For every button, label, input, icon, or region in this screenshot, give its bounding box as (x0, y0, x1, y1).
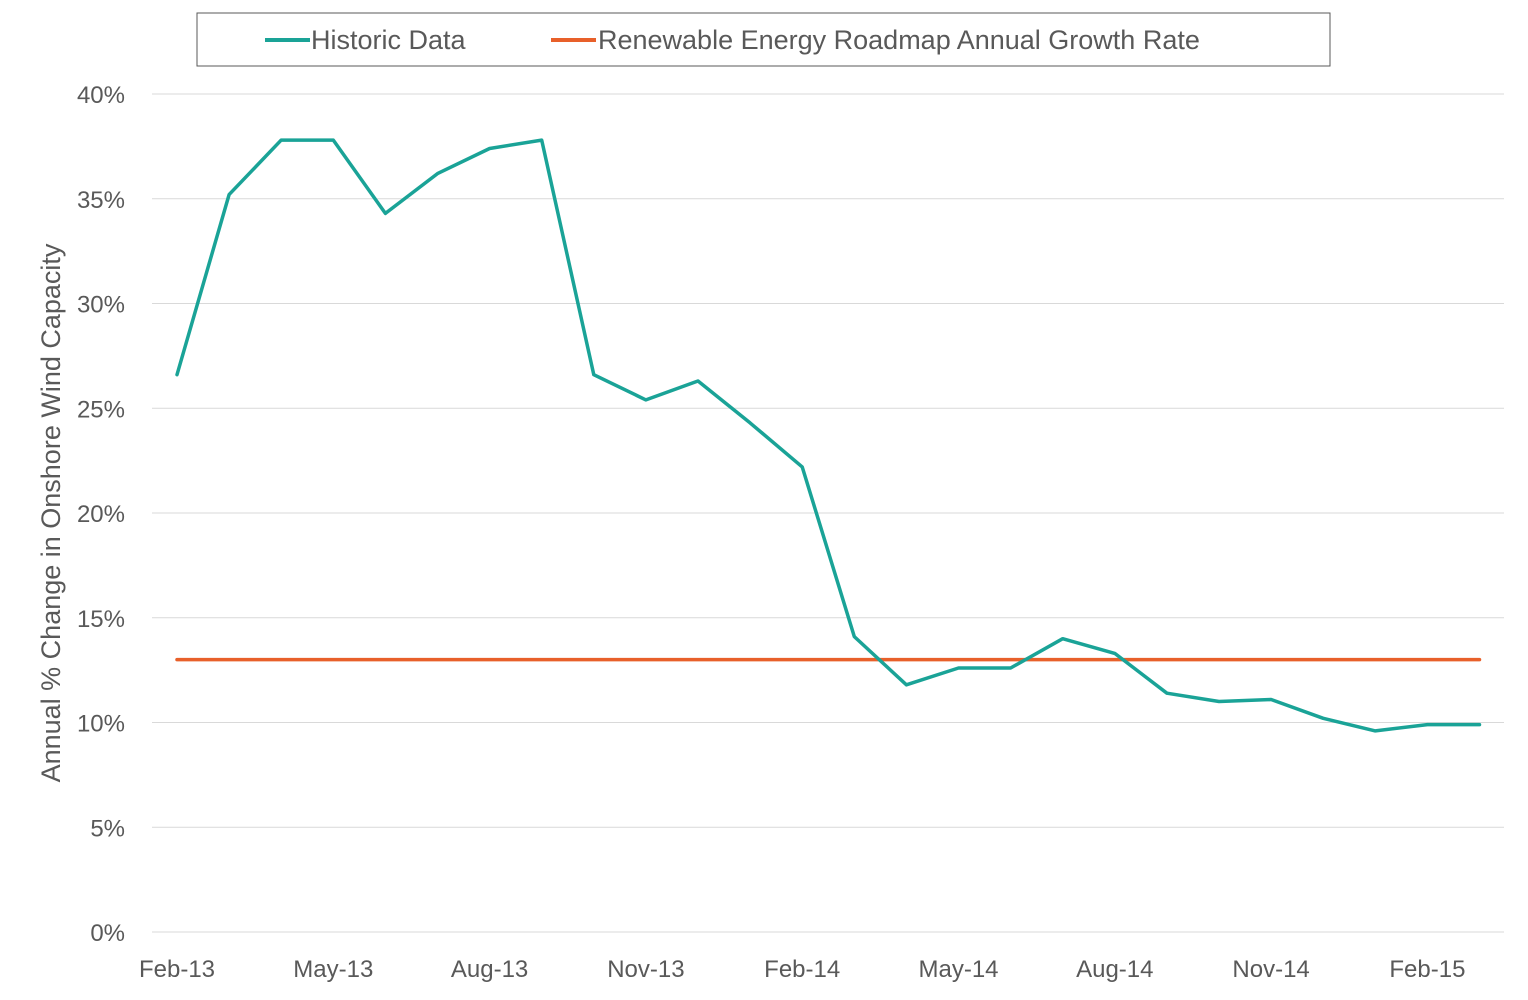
x-tick-label: Feb-14 (764, 956, 840, 983)
y-tick-label: 25% (77, 396, 125, 423)
series-line-historic-data (175, 138, 1482, 733)
x-tick-label: Aug-14 (1076, 956, 1153, 983)
x-axis-ticks: Feb-13 May-13 Aug-13 Nov-13 Feb-14 May-14 Aug-… (139, 956, 1465, 983)
legend-box (196, 12, 1331, 67)
y-tick-label: 5% (90, 815, 125, 842)
y-axis-title: Annual % Change in Onshore Wind Capacity (36, 243, 66, 782)
x-tick-label: May-13 (293, 956, 373, 983)
x-tick-label: Aug-13 (451, 956, 528, 983)
y-tick-label: 20% (77, 501, 125, 528)
x-tick-label: May-14 (918, 956, 998, 983)
y-axis-ticks: 0% 5% 10% 15% 20% 25% 30% 35% 40% (77, 82, 125, 947)
x-tick-label: Nov-14 (1232, 956, 1309, 983)
y-tick-label: 0% (90, 920, 125, 947)
legend-label-historic-data: Historic Data (311, 25, 467, 55)
y-tick-label: 10% (77, 711, 125, 738)
y-tick-label: 15% (77, 606, 125, 633)
y-tick-label: 40% (77, 82, 125, 109)
x-tick-label: Feb-13 (139, 956, 215, 983)
gridlines (152, 93, 1504, 933)
y-tick-label: 35% (77, 187, 125, 214)
series-lines (175, 138, 1482, 733)
legend-label-roadmap-growth-rate: Renewable Energy Roadmap Annual Growth R… (598, 25, 1200, 55)
y-tick-label: 30% (77, 292, 125, 319)
legend: Historic Data Renewable Energy Roadmap A… (196, 12, 1331, 67)
x-tick-label: Nov-13 (607, 956, 684, 983)
x-tick-label: Feb-15 (1389, 956, 1465, 983)
